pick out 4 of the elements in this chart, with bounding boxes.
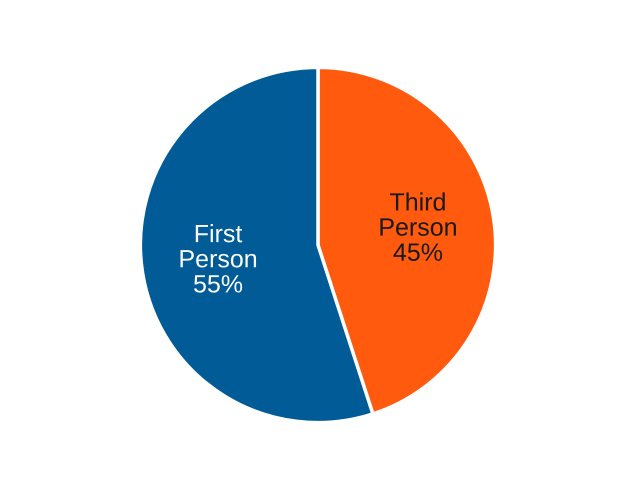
slice-label: First Person — [180, 224, 256, 268]
data-label: 45% — [394, 243, 442, 261]
data-label: 55% — [194, 275, 242, 293]
slice-label: Third Person — [380, 192, 456, 236]
